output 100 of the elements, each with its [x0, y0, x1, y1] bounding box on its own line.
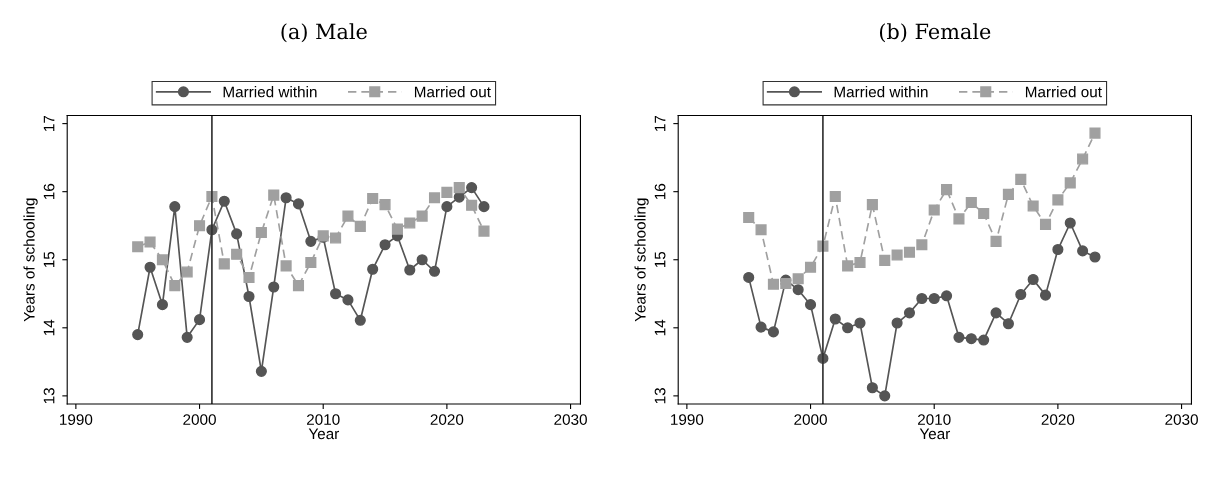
- point: [379, 239, 391, 251]
- point: [866, 199, 878, 211]
- legend-label: Married out: [414, 86, 491, 98]
- point: [280, 192, 292, 204]
- point: [941, 184, 953, 196]
- y-tick-label: 14: [654, 319, 666, 336]
- point: [1077, 153, 1089, 165]
- point: [478, 201, 490, 213]
- point: [441, 186, 453, 198]
- x-tick-label: 2000: [183, 414, 216, 425]
- point: [842, 322, 854, 334]
- point: [132, 241, 144, 253]
- point: [193, 220, 206, 232]
- point: [965, 333, 977, 345]
- point: [169, 201, 181, 213]
- chart-title: (a) Male: [281, 23, 367, 43]
- point: [169, 280, 181, 292]
- point: [193, 314, 206, 326]
- point: [416, 254, 428, 266]
- point: [891, 317, 903, 329]
- point: [391, 223, 403, 235]
- point: [466, 182, 478, 194]
- point: [755, 321, 767, 333]
- point: [231, 228, 243, 240]
- point: [1064, 217, 1076, 229]
- point: [743, 271, 755, 283]
- point: [1027, 200, 1039, 212]
- point: [243, 271, 255, 283]
- y-axis-title: Years of schooling: [23, 198, 38, 322]
- point: [243, 290, 255, 303]
- point: [928, 204, 940, 216]
- point: [354, 314, 366, 326]
- point: [379, 199, 391, 211]
- point: [792, 284, 804, 296]
- point: [268, 281, 280, 293]
- legend-label: Married out: [1025, 86, 1102, 98]
- point: [144, 261, 156, 273]
- x-tick-label: 1990: [60, 414, 93, 425]
- point: [953, 213, 965, 225]
- point: [1039, 289, 1052, 301]
- point: [255, 365, 267, 377]
- y-tick-label: 17: [43, 115, 55, 131]
- point: [453, 182, 465, 194]
- x-axis-title: Year: [919, 428, 951, 440]
- point: [404, 217, 416, 229]
- y-tick-label: 15: [654, 251, 666, 268]
- point: [978, 207, 990, 220]
- point: [1089, 251, 1101, 263]
- point: [255, 226, 267, 239]
- point: [1039, 218, 1052, 230]
- point: [181, 266, 193, 278]
- point: [978, 334, 990, 346]
- point: [804, 299, 817, 311]
- point: [990, 307, 1002, 319]
- point: [953, 331, 965, 343]
- point: [292, 280, 305, 292]
- point: [916, 239, 928, 251]
- legend-label: Married within: [223, 86, 317, 98]
- point: [367, 192, 379, 205]
- y-tick-label: 15: [43, 251, 55, 268]
- chart-title: (b) Female: [879, 23, 991, 43]
- point: [466, 199, 478, 211]
- x-tick-label: 2000: [794, 414, 827, 425]
- x-tick-label: 2010: [306, 414, 340, 425]
- point: [428, 192, 441, 204]
- point: [404, 264, 416, 276]
- point: [990, 235, 1002, 247]
- point: [891, 249, 903, 261]
- point: [928, 292, 940, 305]
- point: [292, 198, 305, 210]
- point: [1002, 318, 1014, 330]
- point: [743, 211, 755, 224]
- y-tick-label: 13: [43, 388, 55, 404]
- legend-label: Married within: [834, 86, 928, 98]
- point: [1027, 273, 1039, 286]
- point: [441, 201, 453, 213]
- point: [181, 331, 193, 343]
- point: [829, 190, 841, 202]
- point: [280, 260, 292, 272]
- x-tick-label: 2020: [1041, 414, 1075, 425]
- point: [1015, 173, 1027, 185]
- y-tick-label: 17: [654, 115, 666, 131]
- point: [132, 329, 144, 341]
- point: [156, 254, 168, 266]
- y-axis-title: Years of schooling: [634, 198, 649, 322]
- point: [1077, 245, 1089, 257]
- x-tick-label: 2030: [554, 414, 587, 425]
- point: [1052, 243, 1064, 256]
- x-tick-label: 2010: [917, 414, 951, 425]
- y-tick-label: 16: [43, 183, 55, 199]
- point: [941, 290, 953, 302]
- x-tick-label: 1990: [671, 414, 704, 425]
- point: [1002, 188, 1014, 200]
- point: [767, 278, 779, 290]
- point: [268, 189, 280, 201]
- point: [330, 232, 342, 244]
- point: [156, 299, 168, 311]
- point: [342, 210, 354, 222]
- x-tick-label: 2020: [430, 414, 464, 425]
- point: [428, 265, 441, 277]
